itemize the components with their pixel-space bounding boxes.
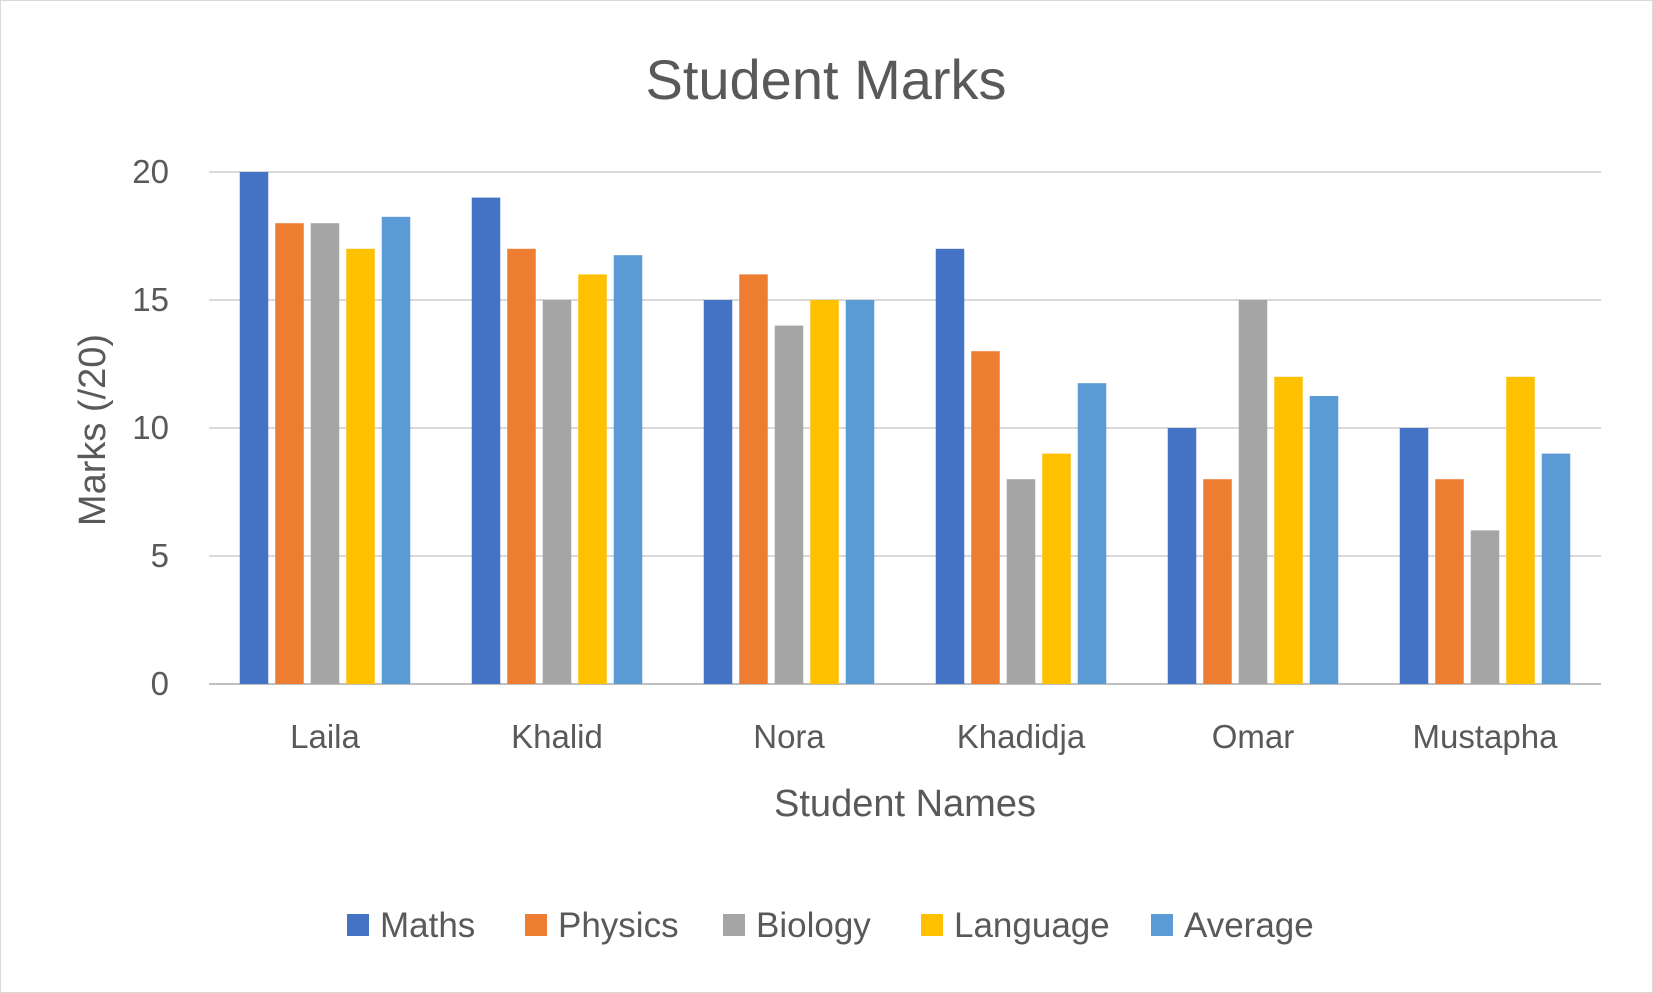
bar-language-omar xyxy=(1274,376,1303,684)
legend-label-physics: Physics xyxy=(558,906,679,945)
legend-swatch-maths xyxy=(347,914,369,936)
y-tick-label: 0 xyxy=(151,665,169,702)
bar-biology-khalid xyxy=(542,300,572,684)
bar-maths-omar xyxy=(1167,428,1197,684)
bar-language-laila xyxy=(346,248,375,685)
bar-physics-laila xyxy=(275,223,304,684)
bar-average-mustapha xyxy=(1541,453,1571,684)
bar-language-khadidja xyxy=(1042,453,1071,684)
bar-biology-khadidja xyxy=(1006,479,1036,684)
x-tick-label: Khadidja xyxy=(957,718,1086,755)
x-axis-label: Student Names xyxy=(774,783,1036,825)
y-tick-label: 10 xyxy=(132,409,169,446)
bar-language-khalid xyxy=(578,274,607,684)
x-tick-label: Nora xyxy=(753,718,825,755)
legend-label-language: Language xyxy=(954,906,1110,945)
y-axis-ticks: 0 5 10 15 20 xyxy=(132,153,169,702)
bar-average-nora xyxy=(845,300,875,684)
legend-swatch-average xyxy=(1151,914,1173,936)
x-axis-ticks: Laila Khalid Nora Khadidja Omar Mustapha xyxy=(290,718,1558,755)
legend-label-biology: Biology xyxy=(756,906,871,945)
bar-maths-khalid xyxy=(471,197,501,684)
x-tick-label: Khalid xyxy=(511,718,603,755)
legend-swatch-biology xyxy=(723,914,745,936)
y-axis-label: Marks (/20) xyxy=(72,334,114,526)
y-tick-label: 20 xyxy=(132,153,169,190)
bar-language-nora xyxy=(810,300,839,684)
bar-physics-khalid xyxy=(507,248,536,685)
y-tick-label: 15 xyxy=(132,281,169,318)
bar-maths-khadidja xyxy=(935,248,965,685)
bar-average-khadidja xyxy=(1077,383,1107,684)
x-tick-label: Omar xyxy=(1212,718,1295,755)
bar-language-mustapha xyxy=(1506,376,1535,684)
gridlines xyxy=(209,171,1601,685)
bar-biology-nora xyxy=(774,325,804,684)
bars xyxy=(239,172,1571,685)
bar-maths-nora xyxy=(703,300,733,684)
chart-title: Student Marks xyxy=(645,48,1006,111)
bar-maths-laila xyxy=(239,172,269,684)
y-tick-label: 5 xyxy=(151,537,169,574)
bar-average-omar xyxy=(1309,396,1339,684)
bar-average-laila xyxy=(381,216,411,685)
bar-biology-laila xyxy=(310,223,340,684)
bar-biology-mustapha xyxy=(1470,530,1500,684)
legend-swatch-language xyxy=(921,914,943,936)
legend-label-maths: Maths xyxy=(380,906,475,945)
bar-biology-omar xyxy=(1238,300,1268,684)
bar-average-khalid xyxy=(613,255,643,684)
x-tick-label: Mustapha xyxy=(1413,718,1559,755)
bar-physics-khadidja xyxy=(971,351,1000,684)
bar-physics-mustapha xyxy=(1435,479,1464,684)
x-tick-label: Laila xyxy=(290,718,360,755)
legend-swatch-physics xyxy=(525,914,547,936)
bar-maths-mustapha xyxy=(1399,428,1429,684)
legend-label-average: Average xyxy=(1184,906,1314,945)
bar-physics-omar xyxy=(1203,479,1232,684)
legend: Maths Physics Biology Language Average xyxy=(347,906,1314,945)
bar-physics-nora xyxy=(739,274,768,684)
